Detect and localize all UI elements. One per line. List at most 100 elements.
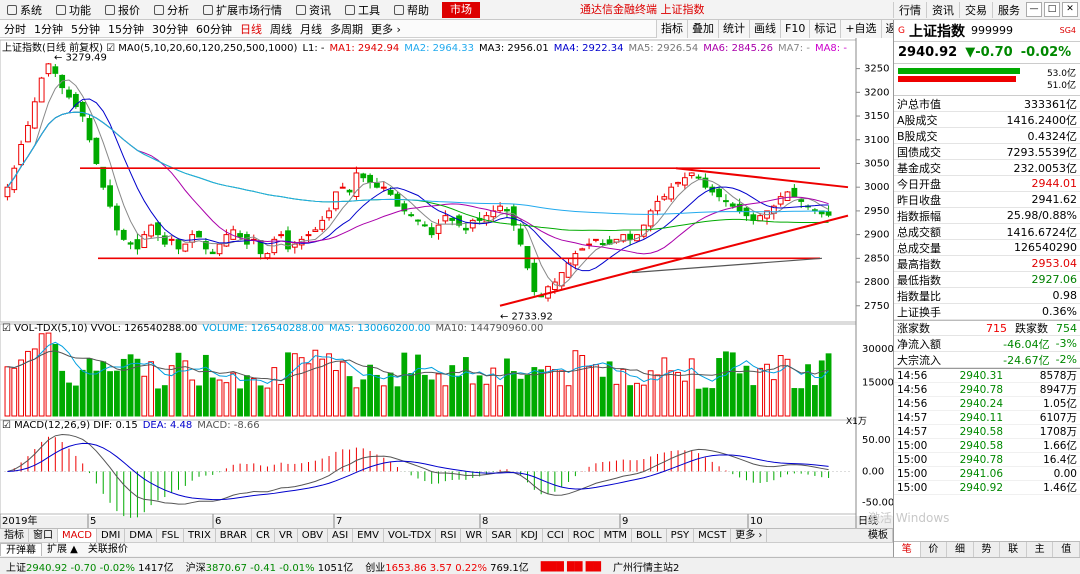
right-menu-item[interactable]: 服务	[992, 2, 1025, 18]
indicator-tab[interactable]: CR	[252, 529, 275, 542]
vol-info-line: ☑ VOL-TDX(5,10) VVOL: 126540288.00 VOLUME…	[2, 323, 548, 334]
flow-label: 净流入额	[897, 337, 941, 351]
indicator-tab[interactable]: PSY	[667, 529, 695, 542]
kline-chart-area[interactable]: 3250 3200 3150 3100 3050 3000 2950 2900 2850 2800…	[0, 38, 893, 528]
extra-tab[interactable]: 扩展 ▲	[47, 544, 78, 555]
indicator-tab[interactable]: 窗口	[29, 529, 58, 542]
period-tab[interactable]: 60分钟	[196, 22, 232, 36]
kline-chart[interactable]: 3250 3200 3150 3100 3050 3000 2950 2900 2850 2800…	[0, 38, 893, 528]
indicator-tab[interactable]: KDJ	[517, 529, 543, 542]
y-axis-label: 2750	[864, 301, 889, 312]
x-axis-label: 10	[750, 516, 763, 527]
quote-rows: 沪总市值 333361亿 A股成交 1416.2400亿 B股成交 0.4324亿 国债成交…	[894, 96, 1080, 320]
menu-item-7[interactable]: 帮助	[387, 0, 436, 20]
indicator-tab[interactable]: MTM	[600, 529, 632, 542]
y-axis-label: 2850	[864, 253, 889, 264]
tool-button[interactable]: 画线	[749, 20, 780, 38]
status-index[interactable]: 上证2940.92 -0.70 -0.02% 1417亿	[0, 559, 180, 574]
quote-tab[interactable]: 细	[947, 542, 974, 557]
quote-tab[interactable]: 值	[1053, 542, 1080, 557]
indicator-tab[interactable]: CCI	[543, 529, 569, 542]
app-title: 通达信金融终端 上证指数	[580, 3, 705, 16]
indicator-tab[interactable]: SAR	[487, 529, 517, 542]
indicator-tabs: 指标 窗口 MACD DMI DMA FSL TRIX BRAR CR VR OBV ASI EMV VO…	[0, 528, 893, 542]
extra-tab[interactable]: 开弹幕	[0, 543, 42, 556]
indicator-tab[interactable]: FSL	[157, 529, 184, 542]
quote-tab[interactable]: 价	[921, 542, 948, 557]
period-tab[interactable]: 多周期	[330, 22, 363, 36]
period-tab[interactable]: 日线	[240, 22, 262, 36]
menu-item-4[interactable]: 扩展市场行情	[196, 0, 289, 20]
template-button[interactable]: 模板	[864, 529, 893, 542]
tool-button[interactable]: 叠加	[687, 20, 718, 38]
status-index[interactable]: 沪深3870.67 -0.41 -0.01% 1051亿	[180, 559, 360, 574]
right-menu-item[interactable]: 行情	[893, 2, 926, 18]
indicator-tab[interactable]: DMA	[125, 529, 158, 542]
volume-bar	[798, 388, 805, 417]
menu-item-5[interactable]: 资讯	[289, 0, 338, 20]
menu-item-0[interactable]: 系统	[0, 0, 49, 20]
indicator-tab[interactable]: VOL-TDX	[384, 529, 437, 542]
status-index[interactable]: 创业1653.86 3.57 0.22% 769.1亿	[359, 559, 535, 574]
indicator-tab[interactable]: BOLL	[632, 529, 667, 542]
trend-line-gray	[631, 257, 823, 274]
indicator-tab[interactable]: RSI	[436, 529, 462, 542]
tick-list[interactable]: 14:56 2940.31 8578万 14:56 2940.78 8947万 14:56 2…	[894, 368, 1080, 495]
status-chg: 3.57	[429, 562, 456, 574]
period-tab[interactable]: 30分钟	[152, 22, 188, 36]
quote-row: A股成交 1416.2400亿	[894, 112, 1080, 128]
vol-axis-label: 30000	[862, 344, 893, 355]
quote-tab[interactable]: 势	[974, 542, 1001, 557]
period-tab[interactable]: 5分钟	[71, 22, 100, 36]
menu-item-6[interactable]: 工具	[338, 0, 387, 20]
indicator-tab[interactable]: MACD	[58, 529, 97, 542]
right-menu-item[interactable]: 交易	[959, 2, 992, 18]
volume-bar	[66, 382, 72, 417]
extra-tab[interactable]: 关联报价	[87, 544, 128, 555]
quote-tab[interactable]: 主	[1027, 542, 1054, 557]
chart-panel-border	[0, 39, 857, 323]
indicator-tab[interactable]: DMI	[97, 529, 126, 542]
indicator-tab[interactable]: 更多 ›	[731, 529, 768, 542]
indicator-tab[interactable]: VR	[275, 529, 298, 542]
tool-button[interactable]: 统计	[718, 20, 749, 38]
indicator-tab[interactable]: TRIX	[184, 529, 216, 542]
tool-button[interactable]: +自选	[840, 20, 881, 38]
quote-row: 今日开盘 2944.01	[894, 176, 1080, 192]
indicator-tab[interactable]: OBV	[298, 529, 328, 542]
candle	[11, 167, 18, 191]
indicator-tab[interactable]: MCST	[694, 529, 732, 542]
y-axis-label: 2900	[864, 230, 889, 241]
right-menu-item[interactable]: 资讯	[926, 2, 959, 18]
tool-button[interactable]: 标记	[809, 20, 841, 38]
tick-row: 14:56 2940.31 8578万	[894, 369, 1080, 383]
index-name: 上证指数	[908, 23, 965, 40]
menu-item-3[interactable]: 分析	[147, 0, 196, 20]
tool-button[interactable]: F10	[780, 20, 810, 38]
indicator-tab[interactable]: EMV	[353, 529, 384, 542]
period-tab[interactable]: 周线	[270, 22, 292, 36]
period-tab[interactable]: 月线	[300, 22, 322, 36]
quote-tab[interactable]: 笔	[894, 542, 921, 557]
minimize-icon[interactable]: —	[1026, 2, 1042, 17]
close-icon[interactable]: ✕	[1062, 2, 1078, 17]
period-tab[interactable]: 1分钟	[34, 22, 63, 36]
period-tab[interactable]: 15分钟	[108, 22, 144, 36]
menu-item-1[interactable]: 功能	[49, 0, 98, 20]
tool-button[interactable]: 指标	[656, 20, 687, 38]
indicator-tab[interactable]: ROC	[569, 529, 600, 542]
menu-item-2[interactable]: 报价	[98, 0, 147, 20]
indicator-tab[interactable]: WR	[461, 529, 488, 542]
period-tab[interactable]: 更多 ›	[371, 22, 401, 36]
indicator-tab[interactable]: 指标	[0, 529, 29, 542]
flow-row: 大宗流入 -24.67亿 -2%	[894, 352, 1080, 368]
candle	[237, 233, 243, 238]
indicator-tab[interactable]: BRAR	[216, 529, 252, 542]
maximize-icon[interactable]: □	[1044, 2, 1060, 17]
indicator-tab[interactable]: ASI	[328, 529, 354, 542]
market-button[interactable]: 市场	[442, 1, 480, 18]
candle	[777, 196, 784, 205]
quote-tab[interactable]: 联	[1000, 542, 1027, 557]
period-tab[interactable]: 分时	[4, 22, 26, 36]
volume-bar	[182, 360, 189, 417]
